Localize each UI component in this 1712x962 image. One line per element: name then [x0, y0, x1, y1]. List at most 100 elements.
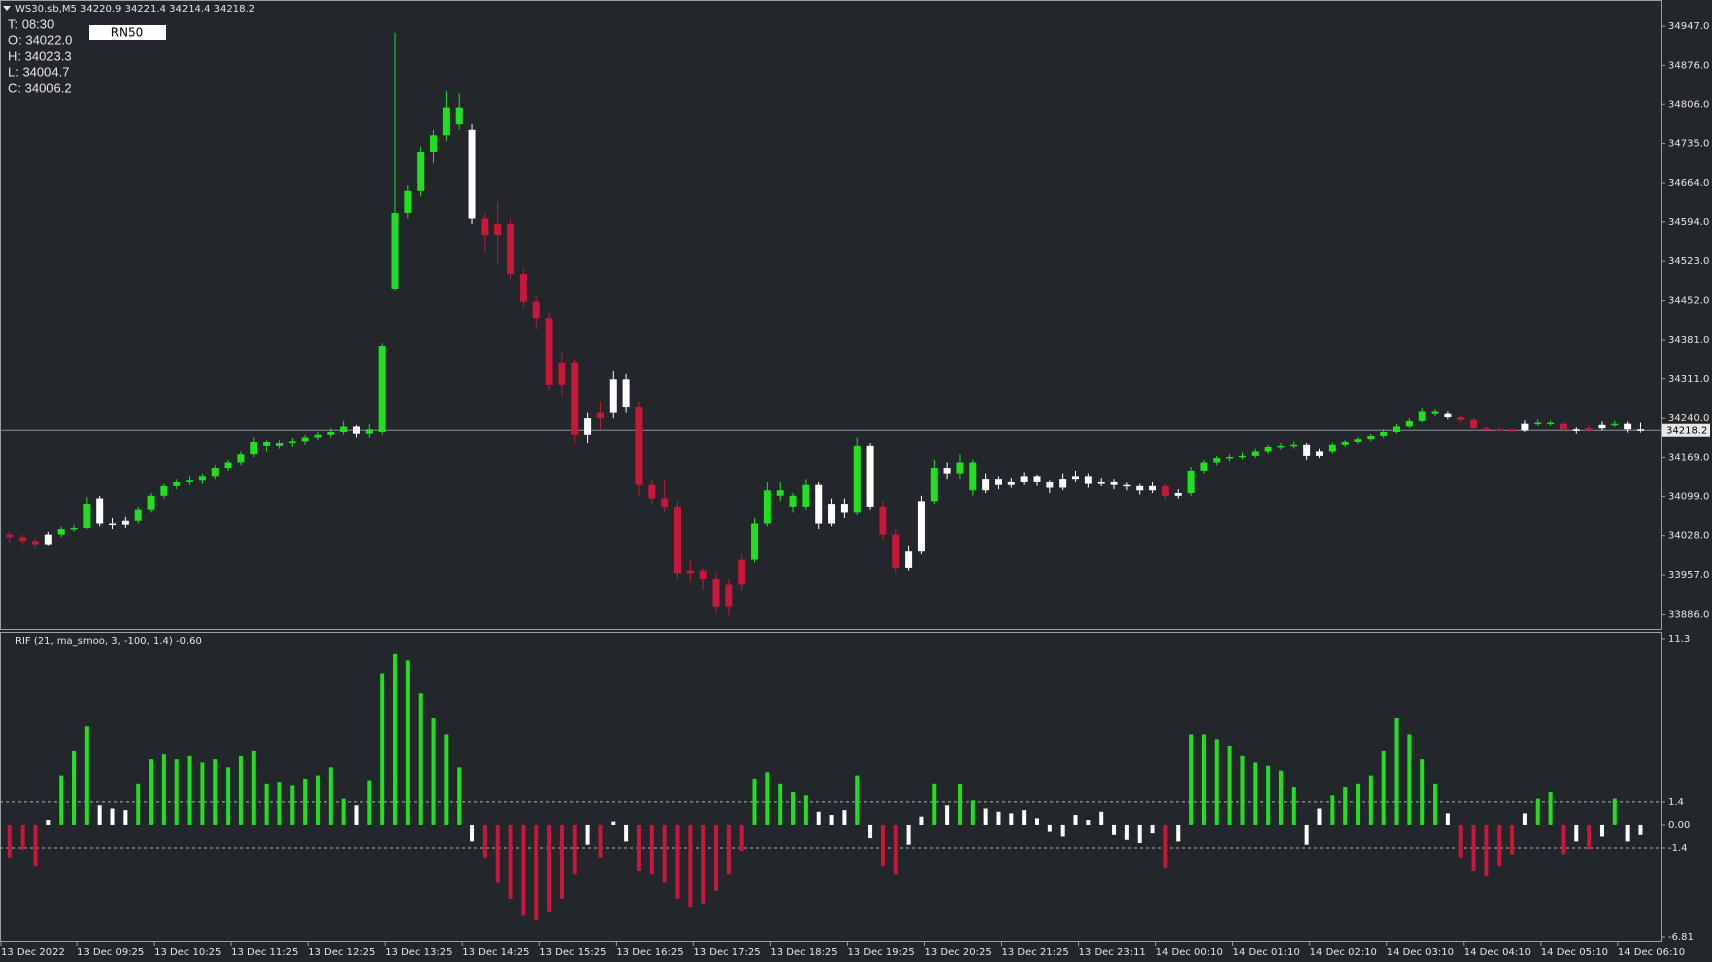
candle-body	[905, 551, 913, 568]
badge-text[interactable]: RN50	[111, 26, 144, 40]
histogram-bar	[84, 726, 89, 825]
candle-body	[1046, 481, 1054, 488]
y-tick-label: 34594.0	[1668, 217, 1709, 228]
badge-box[interactable]	[89, 25, 166, 40]
x-tick-label: 13 Dec 10:25	[154, 947, 221, 958]
candle-body	[494, 224, 502, 236]
histogram-bar	[1189, 734, 1194, 825]
histogram-bar	[1599, 824, 1604, 837]
histogram-bar	[20, 824, 25, 850]
candle-body	[789, 495, 797, 507]
histogram-bar	[72, 750, 76, 825]
histogram-bar	[161, 754, 166, 825]
candle-body	[173, 481, 181, 486]
candle-body	[1405, 420, 1413, 427]
candle-body	[160, 485, 168, 496]
candle-body	[558, 362, 566, 385]
x-tick-label: 13 Dec 09:25	[77, 947, 144, 958]
histogram-bar	[1561, 824, 1566, 855]
candle-body	[917, 501, 925, 552]
candle-body	[1611, 423, 1619, 426]
candle-body	[1559, 423, 1567, 430]
candle-body	[1495, 429, 1503, 431]
candle-body	[1097, 481, 1105, 484]
candle-body	[1072, 476, 1080, 480]
histogram-bar	[1330, 795, 1335, 825]
histogram-bar	[1112, 824, 1117, 835]
y-tick-label: 34876.0	[1668, 60, 1709, 71]
candle-body	[1315, 451, 1323, 456]
histogram-bar	[328, 767, 333, 825]
candle-body	[648, 484, 656, 499]
indicator-title: RIF (21, ma_smoo, 3, -100, 1.4) -0.60	[15, 636, 202, 647]
histogram-bar	[380, 673, 385, 825]
y-tick-label: 34099.0	[1668, 491, 1709, 502]
candle-body	[892, 534, 900, 568]
candle-body	[840, 504, 848, 513]
histogram-bar	[624, 824, 629, 842]
histogram-bar	[1497, 824, 1502, 867]
histogram-bar	[238, 755, 243, 825]
histogram-bar	[829, 815, 834, 825]
candle-body	[224, 462, 232, 469]
candle-body	[751, 523, 759, 560]
histogram-bar	[842, 810, 847, 825]
histogram-bar	[559, 824, 564, 899]
candle-body	[1470, 419, 1478, 429]
histogram-bar	[636, 824, 641, 872]
histogram-bar	[996, 811, 1001, 825]
y-tick-label: 34381.0	[1668, 335, 1709, 346]
histogram-bar	[1201, 734, 1206, 825]
candle-body	[83, 504, 91, 528]
candle-body	[1328, 444, 1336, 452]
x-tick-label: 13 Dec 12:25	[308, 947, 375, 958]
histogram-bar	[405, 660, 410, 825]
candle-body	[699, 570, 707, 579]
candle-body	[1059, 479, 1067, 488]
x-tick-label: 13 Dec 23:11	[1079, 947, 1146, 958]
histogram-bar	[7, 824, 12, 858]
histogram-bar	[1022, 810, 1027, 825]
histogram-bar	[136, 783, 141, 825]
histogram-bar	[1343, 787, 1348, 825]
candle-body	[121, 520, 129, 525]
histogram-bar	[1356, 783, 1360, 825]
candle-body	[1367, 435, 1375, 440]
ohlc-info: T: 08:30	[8, 16, 54, 31]
histogram-bar	[1381, 750, 1386, 825]
x-tick-label: 13 Dec 18:25	[770, 947, 837, 958]
candle-body	[519, 273, 527, 302]
histogram-bar	[791, 792, 796, 825]
histogram-bar	[1510, 824, 1515, 855]
candle-body	[1213, 458, 1221, 463]
candle-body	[1226, 456, 1234, 459]
histogram-bar	[1535, 798, 1540, 825]
histogram-bar	[572, 824, 577, 875]
candle-body	[1418, 411, 1426, 421]
histogram-bar	[1137, 824, 1142, 844]
candle-body	[673, 506, 681, 574]
histogram-bar	[1060, 824, 1065, 837]
candle-body	[635, 407, 643, 485]
collapse-arrow[interactable]	[3, 6, 11, 11]
candle-body	[776, 490, 784, 496]
histogram-bar	[662, 824, 667, 883]
x-tick-label: 13 Dec 17:25	[693, 947, 760, 958]
candle-body	[969, 462, 977, 491]
candle-body	[686, 570, 694, 574]
y-tick-label: 0.00	[1668, 820, 1690, 831]
candle-body	[211, 468, 219, 477]
histogram-bar	[855, 775, 860, 825]
candle-body	[1598, 424, 1606, 429]
candle-body	[1547, 422, 1555, 425]
histogram-bar	[315, 775, 320, 825]
histogram-bar	[1227, 745, 1232, 825]
histogram-bar	[1073, 815, 1078, 825]
indicator-frame	[0, 632, 1662, 942]
histogram-bar	[521, 824, 526, 916]
x-tick-label: 13 Dec 21:25	[1002, 947, 1069, 958]
histogram-bar	[418, 693, 423, 825]
y-tick-label: 34523.0	[1668, 256, 1709, 267]
candle-body	[1636, 429, 1644, 431]
candle-body	[1290, 444, 1298, 447]
